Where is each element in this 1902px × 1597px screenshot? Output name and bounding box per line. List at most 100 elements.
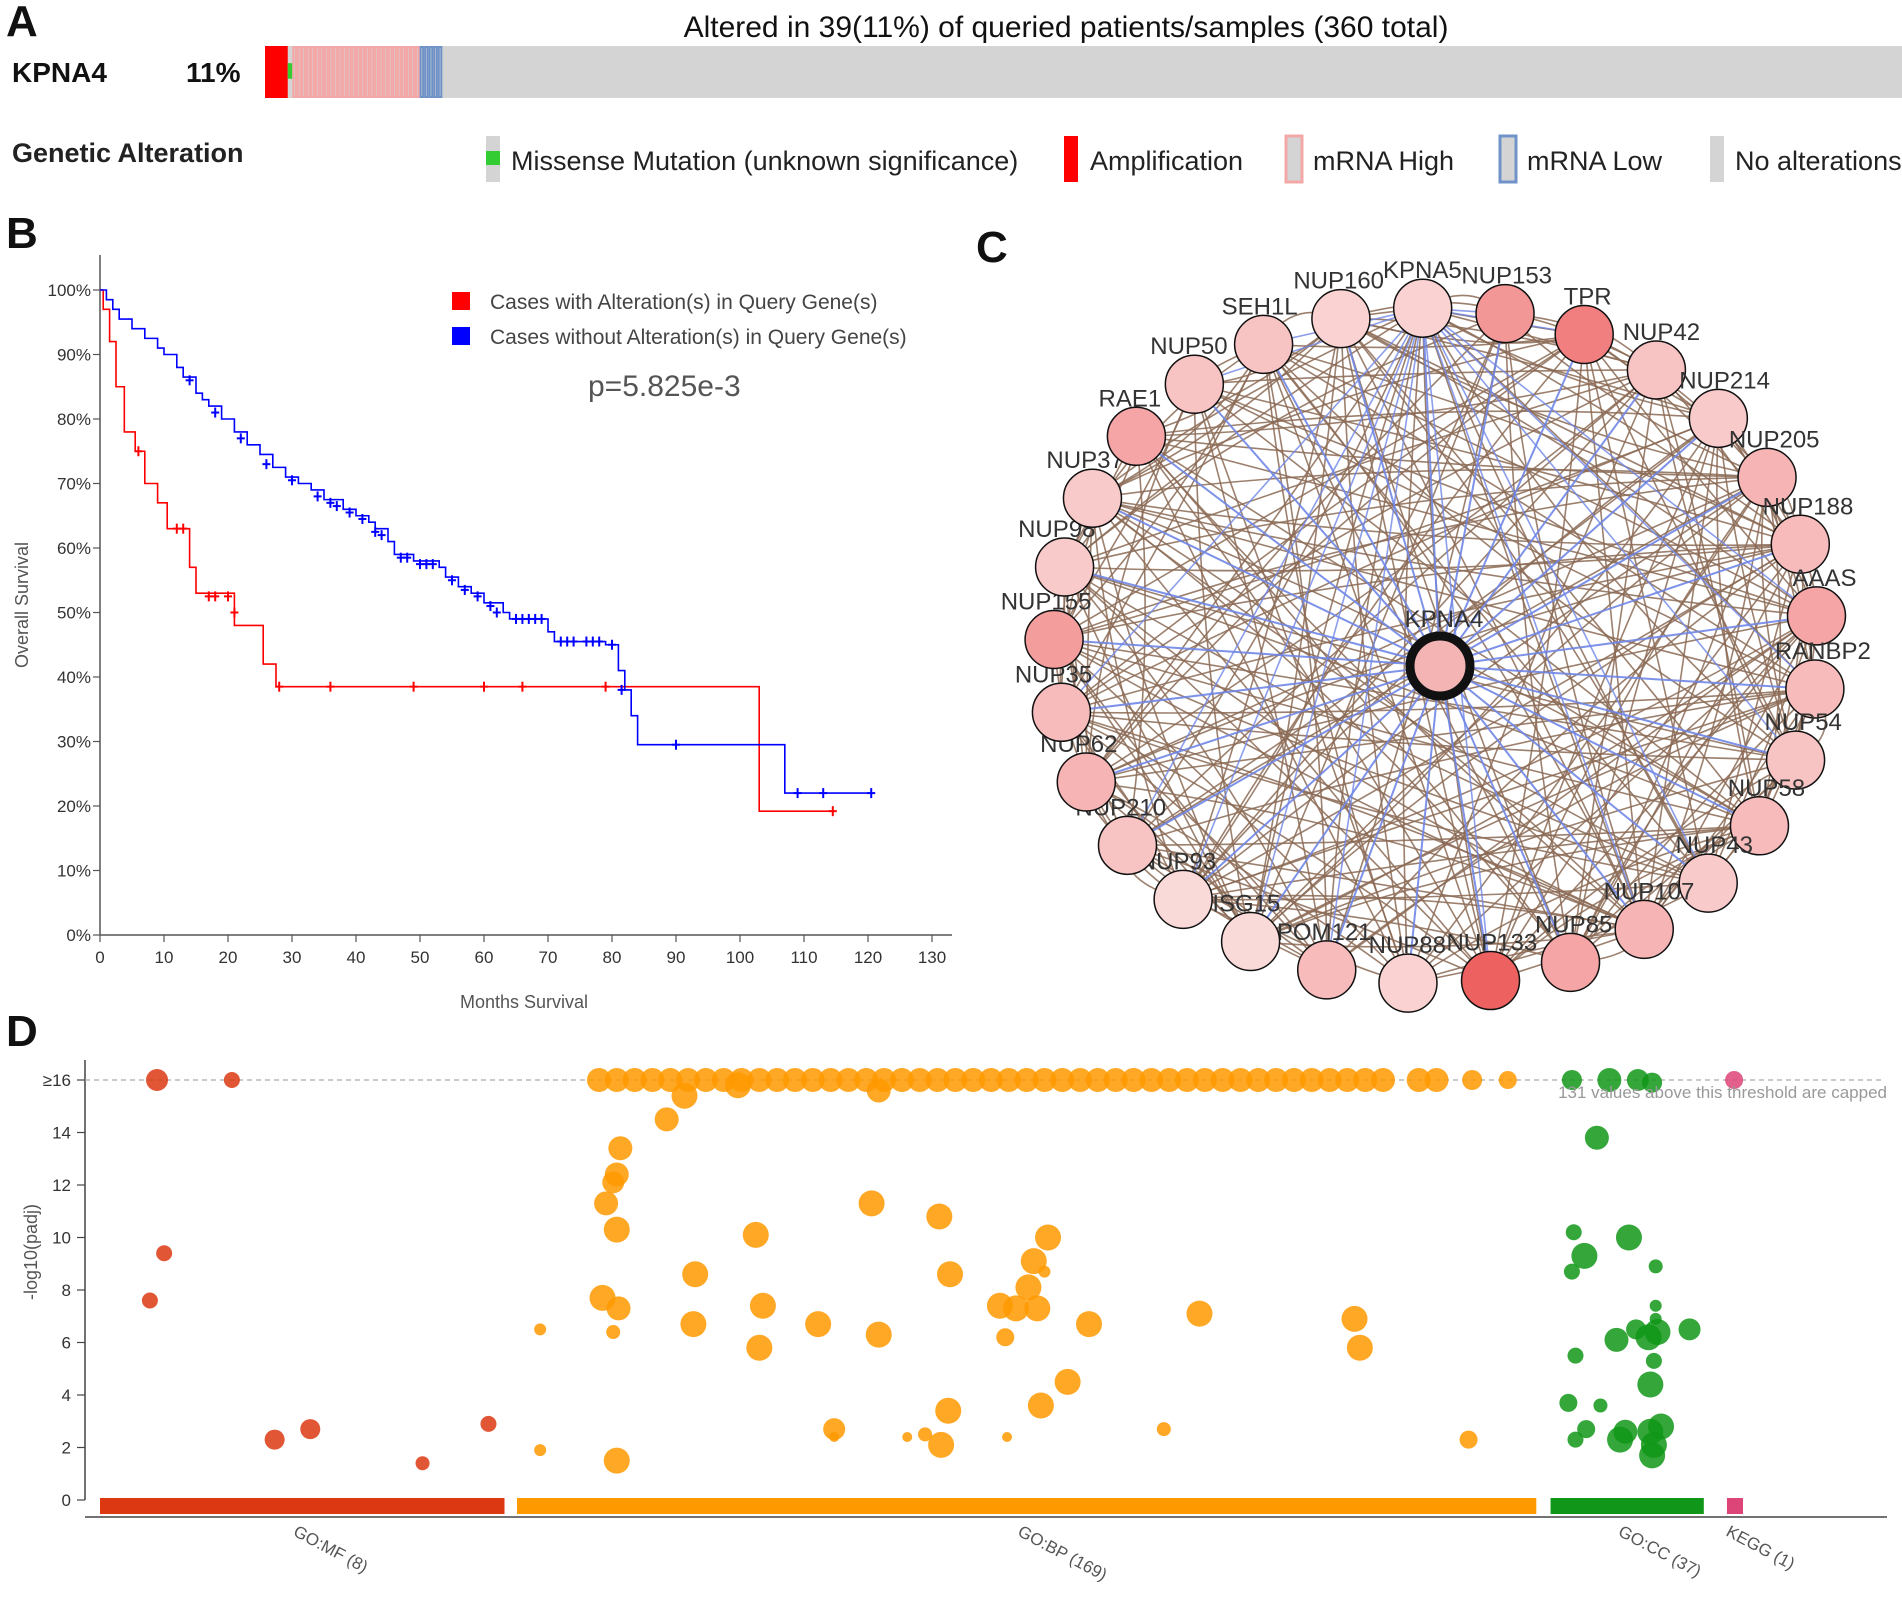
manhattan-point[interactable] bbox=[1593, 1398, 1608, 1413]
network-node-circle[interactable] bbox=[1233, 314, 1294, 375]
manhattan-point[interactable] bbox=[1567, 1431, 1584, 1448]
manhattan-point[interactable] bbox=[961, 1068, 986, 1092]
manhattan-point[interactable] bbox=[1565, 1224, 1582, 1241]
network-node-circle[interactable] bbox=[1770, 514, 1831, 575]
manhattan-point[interactable] bbox=[1639, 1442, 1666, 1469]
manhattan-point[interactable] bbox=[805, 1311, 832, 1338]
network-node-circle[interactable] bbox=[1475, 283, 1535, 344]
manhattan-point[interactable] bbox=[1032, 1068, 1057, 1092]
network-node-nup58[interactable]: NUP58 bbox=[1728, 775, 1805, 856]
manhattan-point[interactable] bbox=[1371, 1068, 1396, 1092]
manhattan-point[interactable] bbox=[1424, 1068, 1449, 1092]
oncoprint-cell-mrna-high[interactable] bbox=[369, 46, 375, 98]
oncoprint-cell-mrna-low[interactable] bbox=[419, 46, 425, 98]
center-node-circle[interactable] bbox=[1405, 631, 1475, 701]
manhattan-point[interactable] bbox=[1607, 1426, 1634, 1453]
manhattan-point[interactable] bbox=[622, 1068, 647, 1092]
oncoprint-cell-mrna-high[interactable] bbox=[360, 46, 366, 98]
manhattan-point[interactable] bbox=[1027, 1392, 1054, 1419]
manhattan-point[interactable] bbox=[1571, 1242, 1598, 1269]
manhattan-point[interactable] bbox=[1281, 1068, 1306, 1092]
network-node-nup42[interactable]: NUP42 bbox=[1623, 319, 1700, 400]
manhattan-point[interactable] bbox=[1299, 1068, 1324, 1092]
manhattan-point[interactable] bbox=[1459, 1430, 1478, 1449]
manhattan-point[interactable] bbox=[858, 1190, 885, 1217]
network-node-nup214[interactable]: NUP214 bbox=[1679, 367, 1770, 449]
oncoprint-cell-mrna-low[interactable] bbox=[428, 46, 434, 98]
network-node-circle[interactable] bbox=[1296, 940, 1357, 1000]
manhattan-point[interactable] bbox=[928, 1431, 955, 1458]
manhattan-point[interactable] bbox=[1615, 1224, 1642, 1251]
oncoprint-cell-mrna-high[interactable] bbox=[342, 46, 347, 98]
oncoprint-track[interactable] bbox=[265, 46, 1902, 98]
manhattan-point[interactable] bbox=[937, 1261, 964, 1288]
manhattan-point[interactable] bbox=[1406, 1068, 1431, 1092]
network-node-circle[interactable] bbox=[1220, 911, 1281, 972]
manhattan-point[interactable] bbox=[1050, 1068, 1075, 1092]
manhattan-point[interactable] bbox=[1156, 1422, 1171, 1437]
manhattan-point[interactable] bbox=[1015, 1274, 1042, 1301]
network-node-circle[interactable] bbox=[1765, 730, 1826, 790]
manhattan-point[interactable] bbox=[1597, 1068, 1622, 1092]
manhattan-point[interactable] bbox=[1648, 1259, 1663, 1274]
oncoprint-cell-mrna-high[interactable] bbox=[387, 46, 393, 98]
oncoprint-cell-mrna-high[interactable] bbox=[310, 46, 316, 98]
network-node-nup62[interactable]: NUP62 bbox=[1040, 731, 1118, 812]
network-node-nup153[interactable]: NUP153 bbox=[1461, 263, 1552, 344]
network-node-nup98[interactable]: NUP98 bbox=[1018, 516, 1095, 597]
manhattan-point[interactable] bbox=[1068, 1068, 1093, 1092]
manhattan-point[interactable] bbox=[604, 1068, 629, 1092]
manhattan-point[interactable] bbox=[1317, 1068, 1342, 1092]
manhattan-point[interactable] bbox=[742, 1221, 769, 1248]
manhattan-point[interactable] bbox=[1353, 1068, 1378, 1092]
manhattan-point[interactable] bbox=[534, 1323, 547, 1336]
network-node-circle[interactable] bbox=[1106, 406, 1167, 467]
manhattan-point[interactable] bbox=[1139, 1068, 1164, 1092]
oncoprint-cell-mrna-high[interactable] bbox=[333, 46, 338, 98]
manhattan-point[interactable] bbox=[1246, 1068, 1271, 1092]
manhattan-point[interactable] bbox=[1157, 1068, 1182, 1092]
manhattan-point[interactable] bbox=[415, 1456, 430, 1471]
manhattan-point[interactable] bbox=[606, 1325, 621, 1339]
manhattan-point[interactable] bbox=[979, 1068, 1003, 1092]
manhattan-point[interactable] bbox=[1035, 1224, 1062, 1251]
network-node-nup37[interactable]: NUP37 bbox=[1046, 447, 1124, 528]
oncoprint-cell-amplification[interactable] bbox=[269, 46, 275, 98]
oncoprint-gene-label[interactable]: KPNA4 bbox=[12, 57, 107, 88]
manhattan-point[interactable] bbox=[746, 1334, 773, 1361]
network-node-tpr[interactable]: TPR bbox=[1554, 283, 1614, 365]
network-node-circle[interactable] bbox=[1031, 682, 1092, 743]
network-node-circle[interactable] bbox=[1024, 609, 1084, 670]
oncoprint-cell-mrna-high[interactable] bbox=[405, 46, 411, 98]
manhattan-point[interactable] bbox=[654, 1107, 679, 1132]
network-node-nup107[interactable]: NUP107 bbox=[1604, 878, 1695, 960]
manhattan-point[interactable] bbox=[594, 1191, 619, 1216]
manhattan-point[interactable] bbox=[671, 1082, 698, 1109]
oncoprint-cell-mrna-high[interactable] bbox=[378, 46, 384, 98]
network-node-circle[interactable] bbox=[1164, 354, 1225, 414]
network-node-circle[interactable] bbox=[1311, 288, 1371, 349]
manhattan-point[interactable] bbox=[300, 1419, 321, 1440]
manhattan-point[interactable] bbox=[926, 1203, 953, 1230]
manhattan-point[interactable] bbox=[1228, 1068, 1253, 1092]
manhattan-point[interactable] bbox=[1335, 1068, 1360, 1092]
network-node-nup50[interactable]: NUP50 bbox=[1150, 333, 1228, 414]
manhattan-point[interactable] bbox=[1103, 1068, 1128, 1092]
manhattan-point[interactable] bbox=[1038, 1265, 1051, 1278]
manhattan-point[interactable] bbox=[534, 1444, 547, 1457]
network-node-seh1l[interactable]: SEH1L bbox=[1222, 293, 1298, 375]
manhattan-point[interactable] bbox=[765, 1068, 790, 1092]
manhattan-point[interactable] bbox=[1577, 1420, 1596, 1439]
manhattan-point[interactable] bbox=[1604, 1327, 1629, 1352]
network-node-nup35[interactable]: NUP35 bbox=[1015, 661, 1092, 743]
manhattan-point[interactable] bbox=[586, 1068, 611, 1092]
manhattan-point[interactable] bbox=[836, 1068, 861, 1092]
oncoprint-cell-mrna-high[interactable] bbox=[355, 46, 361, 98]
network-node-nup160[interactable]: NUP160 bbox=[1293, 268, 1384, 349]
network-node-circle[interactable] bbox=[1614, 899, 1674, 960]
oncoprint-cell-mrna-high[interactable] bbox=[365, 46, 370, 98]
manhattan-point[interactable] bbox=[1637, 1371, 1664, 1398]
manhattan-point[interactable] bbox=[1567, 1347, 1584, 1364]
manhattan-point[interactable] bbox=[264, 1429, 285, 1450]
manhattan-point[interactable] bbox=[823, 1418, 846, 1441]
